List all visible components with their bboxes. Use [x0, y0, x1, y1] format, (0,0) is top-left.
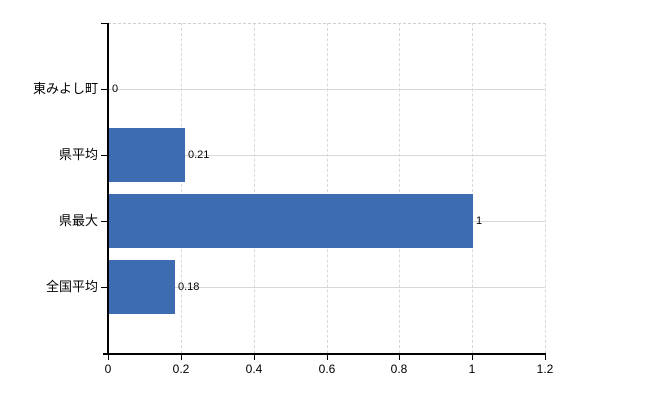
h-gridline: [109, 89, 545, 90]
y-tick: [101, 287, 107, 288]
y-tick: [101, 89, 107, 90]
x-tick-label: 0: [104, 362, 112, 376]
v-gridline: [254, 23, 255, 353]
x-tick-label: 1: [468, 362, 476, 376]
x-tick-label: 0.8: [390, 362, 408, 376]
x-axis: [103, 353, 546, 355]
bar-value-label: 0: [112, 83, 119, 95]
x-tick: [399, 355, 400, 360]
bar-value-label: 0.21: [188, 149, 210, 161]
bar: [109, 128, 185, 182]
h-gridline: [109, 155, 545, 156]
x-tick: [472, 355, 473, 360]
x-tick-label: 0.2: [172, 362, 190, 376]
category-label: 県平均: [58, 147, 98, 162]
h-gridline: [109, 287, 545, 288]
y-tick: [101, 221, 107, 222]
x-tick-label: 0.4: [245, 362, 263, 376]
v-gridline: [399, 23, 400, 353]
x-tick: [327, 355, 328, 360]
v-gridline: [472, 23, 473, 353]
y-axis: [107, 23, 109, 355]
x-tick-label: 0.6: [318, 362, 336, 376]
x-tick: [254, 355, 255, 360]
category-label: 県最大: [58, 213, 98, 228]
bar-value-label: 0.18: [178, 281, 200, 293]
x-tick: [545, 355, 546, 360]
x-tick: [181, 355, 182, 360]
bar: [109, 260, 175, 314]
category-label: 東みよし町: [32, 81, 98, 96]
category-label: 全国平均: [45, 279, 98, 294]
x-tick: [108, 355, 109, 360]
x-tick-label: 1.2: [536, 362, 554, 376]
bar-value-label: 1: [476, 215, 483, 227]
bar: [109, 194, 473, 248]
y-tick: [101, 155, 107, 156]
v-gridline: [545, 23, 546, 353]
v-gridline: [181, 23, 182, 353]
v-gridline: [327, 23, 328, 353]
y-axis-top-cap: [101, 23, 107, 24]
